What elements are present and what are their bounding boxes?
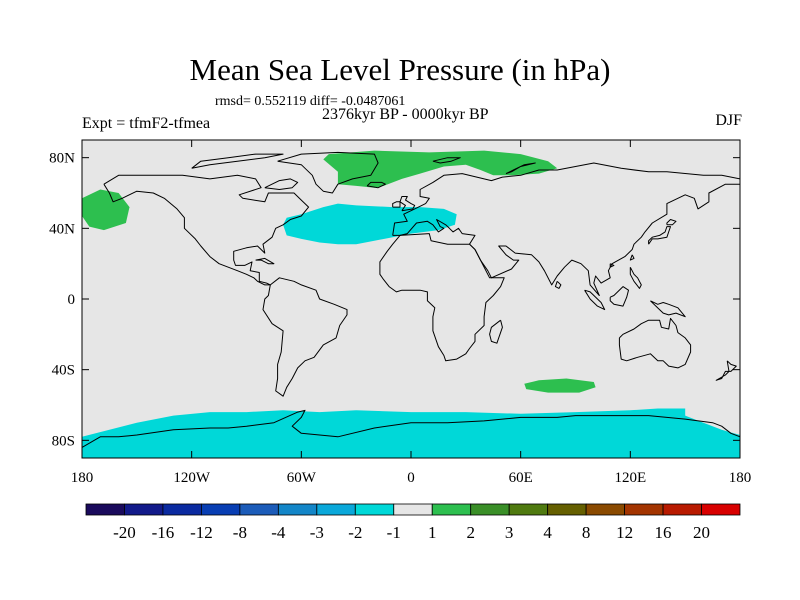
colorbar-swatch — [662, 503, 702, 516]
colorbar-label: -8 — [233, 523, 247, 542]
lat-tick-label: 40N — [49, 221, 75, 237]
colorbar-swatch — [470, 503, 510, 516]
lat-tick-label: 40S — [52, 363, 75, 379]
rmsd-diff-stats: rmsd= 0.552119 diff= -0.0487061 — [215, 94, 406, 109]
colorbar-label: 3 — [505, 523, 514, 542]
colorbar-swatch — [354, 503, 395, 516]
colorbar-swatch — [201, 503, 241, 516]
coastline-sri-lanka — [554, 280, 562, 289]
time-period-label: 2376kyr BP - 0000kyr BP — [322, 106, 489, 123]
map-background — [82, 140, 740, 458]
lon-tick-label: 120W — [173, 470, 211, 486]
anomaly-region-southern-ocean-positive — [524, 378, 596, 393]
page-title: Mean Sea Level Pressure (in hPa) — [189, 52, 611, 87]
map-plot-area — [82, 140, 740, 458]
coastline-eurasia — [392, 162, 740, 296]
coastline-madagascar — [489, 319, 503, 344]
coastline-ireland — [392, 201, 401, 208]
lon-tick-label: 0 — [407, 470, 415, 486]
colorbar-label: 4 — [543, 523, 552, 542]
lon-tick-label: 120E — [614, 470, 646, 486]
coastline-british-isles — [399, 196, 416, 212]
lat-tick-label: 80S — [52, 433, 75, 449]
lon-tick-label: 180 — [71, 470, 94, 486]
colorbar-label: 1 — [428, 523, 437, 542]
anomaly-region-antarctic-negative — [82, 408, 740, 458]
colorbar-swatch — [85, 503, 125, 516]
coastline-philippines — [629, 266, 642, 289]
colorbar-label: -4 — [271, 523, 286, 542]
coastline-north-america — [103, 174, 310, 286]
coastline-taiwan — [629, 254, 635, 261]
colorbar-swatch — [162, 503, 202, 516]
coastline-iceland — [366, 181, 386, 189]
colorbar-swatch — [508, 503, 549, 516]
colorbar-label: -1 — [387, 523, 401, 542]
colorbar-label: 2 — [466, 523, 475, 542]
coastline-australia — [618, 317, 692, 369]
coastline-africa — [379, 233, 505, 362]
coastline-borneo — [609, 286, 629, 307]
colorbar-swatch — [393, 503, 433, 516]
colorbar-label: -2 — [348, 523, 362, 542]
colorbar-swatch — [585, 503, 625, 516]
anomaly-region-north-atlantic-negative — [283, 203, 457, 245]
coastline-south-america — [262, 277, 348, 397]
colorbar-swatch — [316, 503, 356, 516]
lat-tick-label: 80N — [49, 151, 75, 167]
colorbar-label: 12 — [616, 523, 633, 542]
coastline-canadian-arctic-islands — [191, 153, 284, 169]
coastline-greenland — [277, 151, 379, 194]
colorbar: -20 -16 -12 -8 -4 -3 -2 -1 1 2 3 4 8 12 16 20 — [85, 503, 741, 542]
colorbar-label: -20 — [113, 523, 136, 542]
coastline-cuba — [255, 257, 275, 265]
experiment-label: Expt = tfmF2-tfmea — [82, 115, 211, 132]
anomaly-region-arctic-atlantic-positive — [323, 150, 558, 188]
colorbar-label: 8 — [582, 523, 591, 542]
coastline-hainan — [609, 263, 615, 268]
colorbar-label: -3 — [310, 523, 324, 542]
colorbar-swatch — [239, 503, 279, 516]
lon-tick-label: 60E — [509, 470, 533, 486]
map-axes: 80N 40N 0 40S 80S 180 120W 60W 0 60E 120E 180 — [49, 139, 752, 486]
coastline-new-zealand — [715, 360, 737, 381]
colorbar-label: 20 — [693, 523, 710, 542]
colorbar-label: 16 — [655, 523, 672, 542]
coastline-antarctica — [82, 409, 740, 448]
colorbar-swatch — [431, 503, 472, 516]
season-label: DJF — [715, 112, 742, 129]
colorbar-label: -12 — [190, 523, 213, 542]
map-clipped-content — [82, 150, 740, 458]
colorbar-swatch — [277, 503, 318, 516]
lon-tick-label: 180 — [729, 470, 752, 486]
lat-tick-label: 0 — [68, 292, 76, 308]
coastline-hokkaido — [666, 219, 677, 226]
colorbar-swatch — [124, 503, 164, 516]
lon-tick-label: 60W — [287, 470, 317, 486]
colorbar-label: -16 — [152, 523, 175, 542]
coastline-new-guinea — [650, 300, 686, 318]
colorbar-swatch — [547, 503, 587, 516]
coastline-baffin-island — [264, 178, 299, 190]
coastline-novaya-zemlya — [505, 162, 536, 175]
colorbar-swatch — [701, 503, 741, 516]
coastline-sumatra — [584, 289, 606, 311]
coastline-japan — [648, 226, 671, 245]
colorbar-swatch — [624, 503, 664, 516]
coastline-svalbard — [432, 157, 461, 164]
